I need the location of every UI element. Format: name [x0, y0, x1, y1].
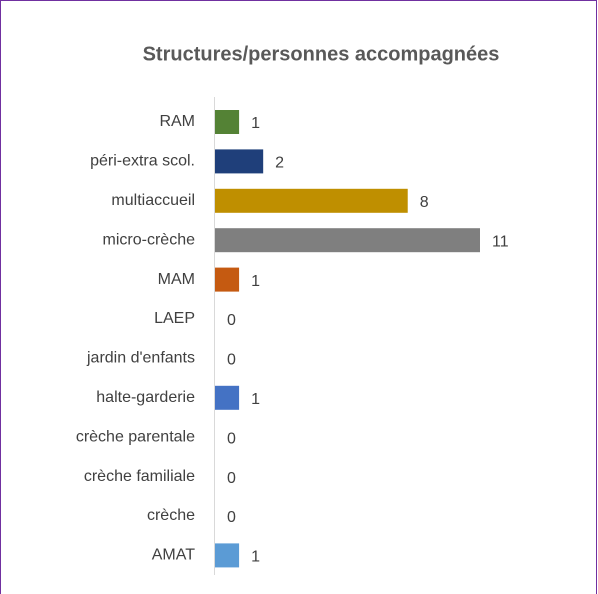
data-label: 0: [227, 470, 236, 487]
bar: [215, 543, 240, 568]
category-label: crèche: [147, 507, 195, 524]
category-label: crèche parentale: [76, 428, 195, 445]
data-label: 8: [420, 194, 429, 211]
category-label: péri-extra scol.: [90, 153, 195, 170]
data-label: 11: [492, 233, 509, 250]
category-label: crèche familiale: [84, 468, 195, 485]
chart-title: Structures/personnes accompagnées: [143, 43, 500, 65]
category-label: multiaccueil: [111, 192, 195, 209]
data-label: 0: [227, 430, 236, 447]
data-label: 1: [251, 115, 260, 132]
bar: [215, 385, 240, 410]
data-label: 1: [251, 273, 260, 290]
category-label: AMAT: [152, 547, 195, 564]
data-label: 1: [251, 549, 260, 566]
category-label: MAM: [158, 271, 195, 288]
bar: [215, 267, 240, 292]
data-label: 0: [227, 509, 236, 526]
category-label: micro-crèche: [103, 231, 196, 248]
data-label: 0: [227, 352, 236, 369]
category-label: jardin d'enfants: [86, 350, 195, 367]
bar: [215, 188, 408, 213]
bar: [215, 110, 240, 134]
data-label: 1: [251, 391, 260, 408]
category-label: RAM: [159, 113, 195, 130]
data-label: 2: [275, 155, 284, 172]
category-label: halte-garderie: [96, 389, 195, 406]
bar: [215, 228, 480, 253]
bar: [215, 149, 264, 174]
category-label: LAEP: [154, 310, 195, 327]
data-label: 0: [227, 312, 236, 329]
